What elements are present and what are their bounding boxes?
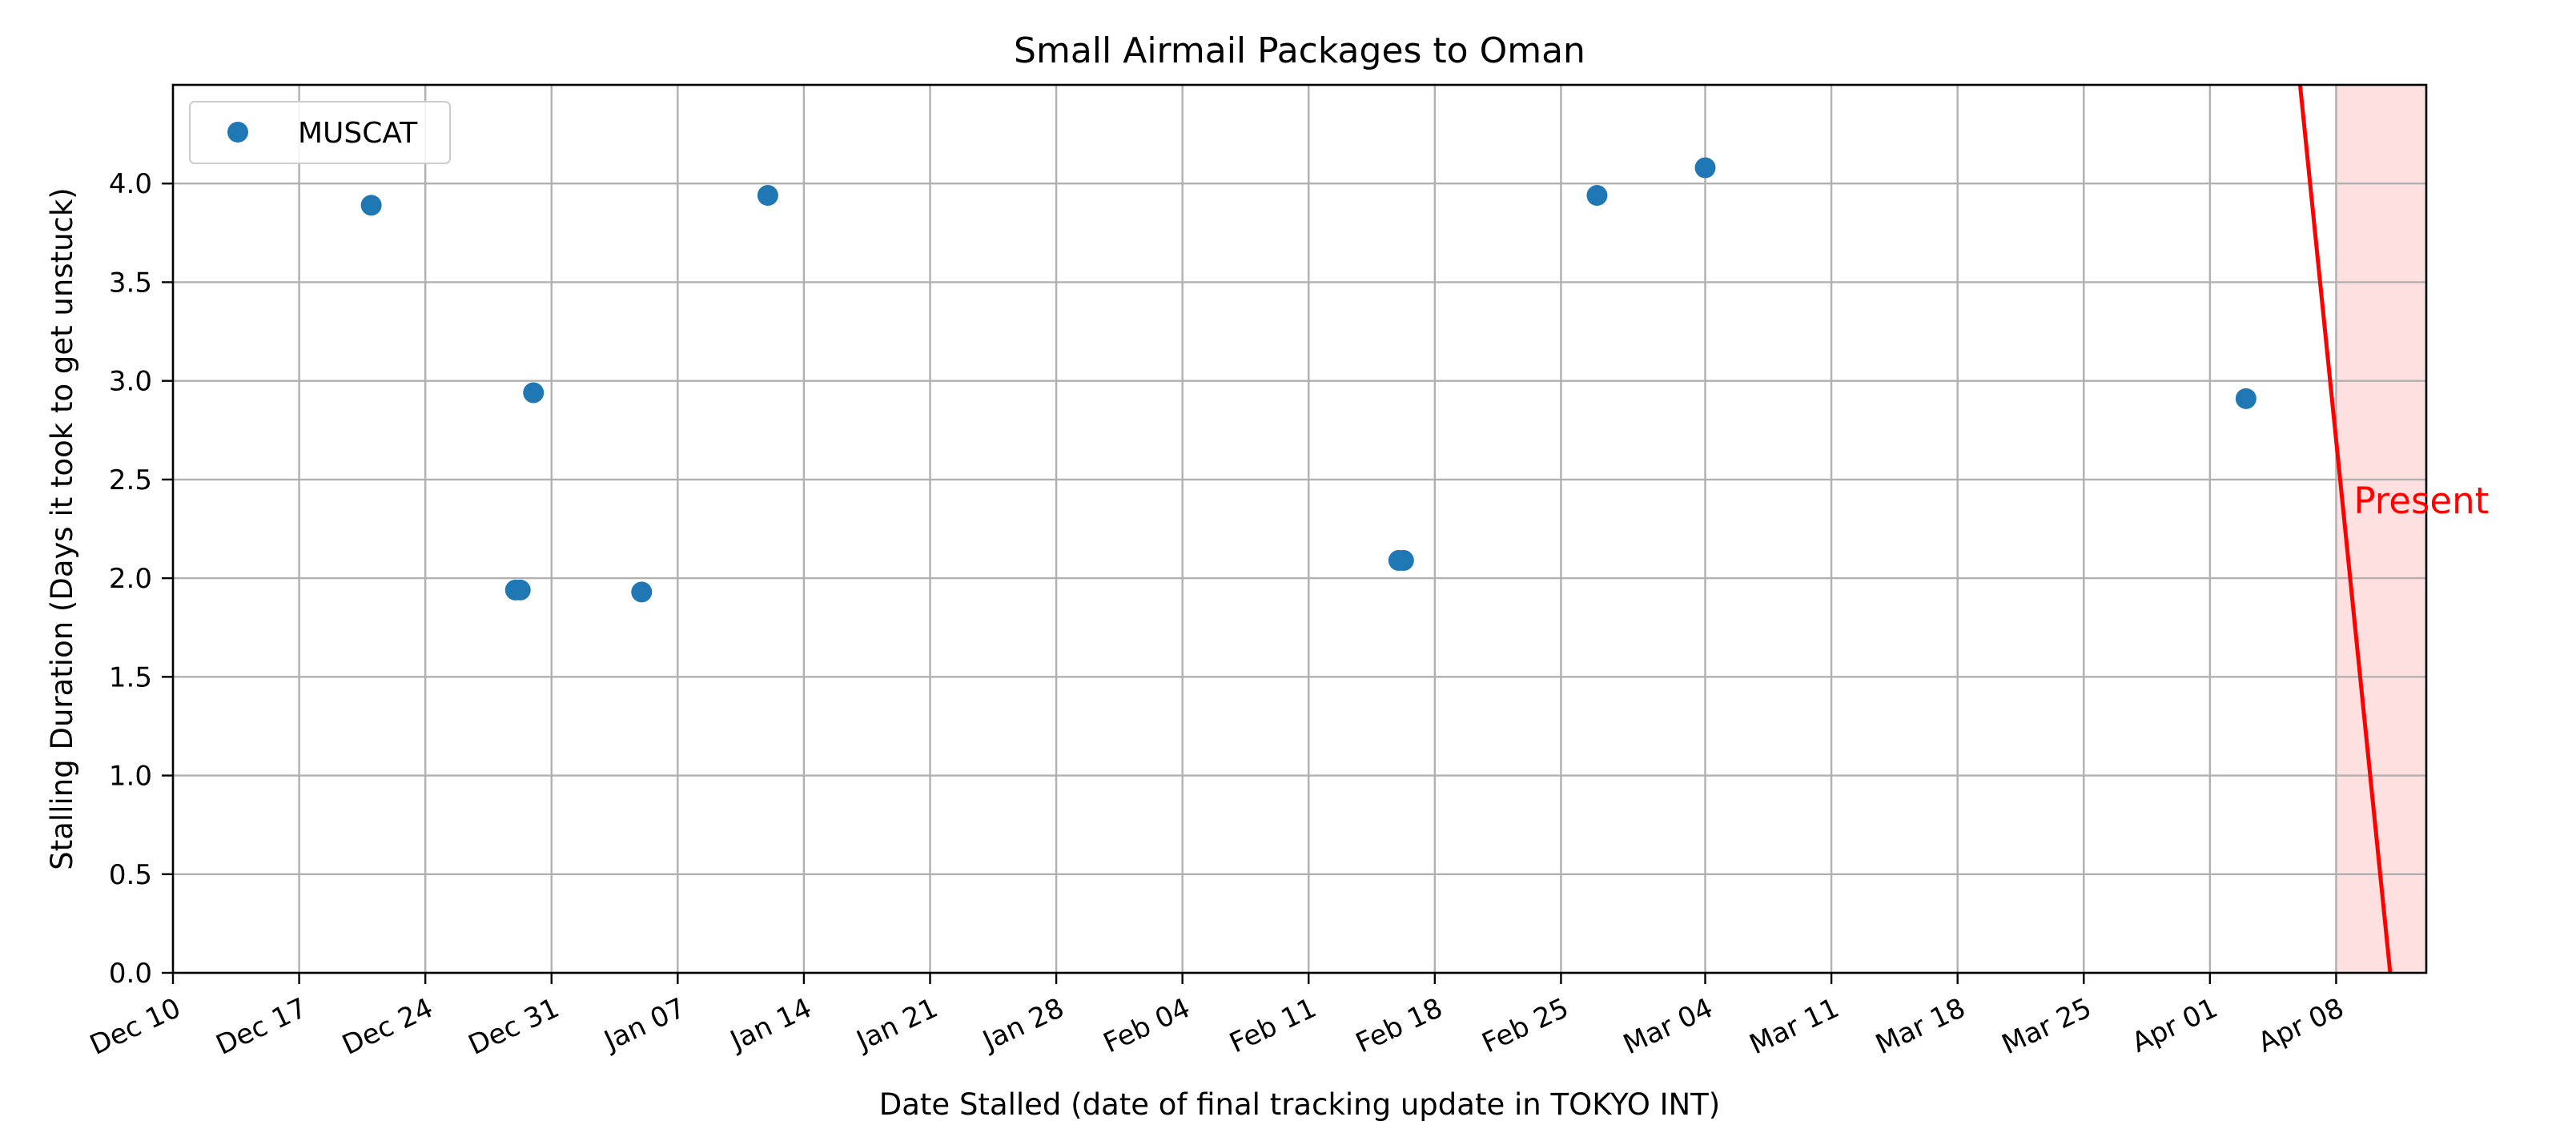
x-tick-label: Dec 10 <box>85 992 186 1062</box>
x-tick-label: Jan 07 <box>598 992 690 1058</box>
x-tick-label: Feb 04 <box>1099 992 1195 1060</box>
y-tick-label: 2.0 <box>109 563 152 595</box>
x-tick-label: Feb 18 <box>1351 992 1447 1060</box>
x-tick-label: Feb 25 <box>1477 992 1573 1060</box>
y-tick-label: 1.5 <box>109 661 152 693</box>
legend: MUSCAT <box>189 101 451 164</box>
x-tick-label: Mar 11 <box>1745 992 1844 1061</box>
present-label: Present <box>2353 480 2489 522</box>
y-tick-label: 4.0 <box>109 168 152 200</box>
data-point <box>523 382 545 404</box>
data-point <box>360 195 382 216</box>
grid <box>173 85 2426 973</box>
data-point <box>631 581 653 603</box>
present-shade <box>2336 85 2426 973</box>
data-points <box>360 157 2257 603</box>
present-line <box>2297 84 2393 974</box>
data-point <box>1586 185 1608 207</box>
chart-title: Small Airmail Packages to Oman <box>1014 30 1585 71</box>
x-tick-label: Mar 18 <box>1871 992 1970 1061</box>
x-axis-label: Date Stalled (date of final tracking upd… <box>879 1087 1720 1122</box>
x-tick-label: Dec 24 <box>337 992 438 1062</box>
y-tick-label: 2.5 <box>109 464 152 496</box>
y-tick-label: 3.0 <box>109 366 152 398</box>
y-tick-label: 0.0 <box>109 958 152 990</box>
data-point <box>757 185 778 207</box>
y-tick-label: 0.5 <box>109 859 152 891</box>
x-tick-label: Jan 28 <box>977 992 1069 1058</box>
data-point <box>1694 157 1716 179</box>
x-tick-label: Feb 11 <box>1225 992 1321 1060</box>
x-tick-label: Dec 17 <box>211 992 312 1062</box>
data-point <box>509 579 531 601</box>
y-tick-label: 3.5 <box>109 267 152 299</box>
y-tick-label: 1.0 <box>109 761 152 793</box>
x-tick-label: Mar 25 <box>1997 992 2096 1061</box>
plot-frame <box>171 83 2428 974</box>
legend-box <box>189 101 451 164</box>
x-tick-label: Jan 14 <box>724 992 816 1058</box>
x-tick-label: Apr 01 <box>2127 992 2222 1059</box>
x-tick-label: Jan 21 <box>850 992 942 1058</box>
legend-label-muscat: MUSCAT <box>298 117 418 150</box>
x-tick-label: Dec 31 <box>464 992 565 1062</box>
data-point <box>1392 549 1414 571</box>
legend-marker-muscat <box>227 122 248 143</box>
data-point <box>2235 388 2257 409</box>
x-tick-label: Apr 08 <box>2253 992 2349 1059</box>
y-axis-label: Stalling Duration (Days it took to get u… <box>45 187 79 870</box>
x-tick-label: Mar 04 <box>1618 992 1718 1061</box>
